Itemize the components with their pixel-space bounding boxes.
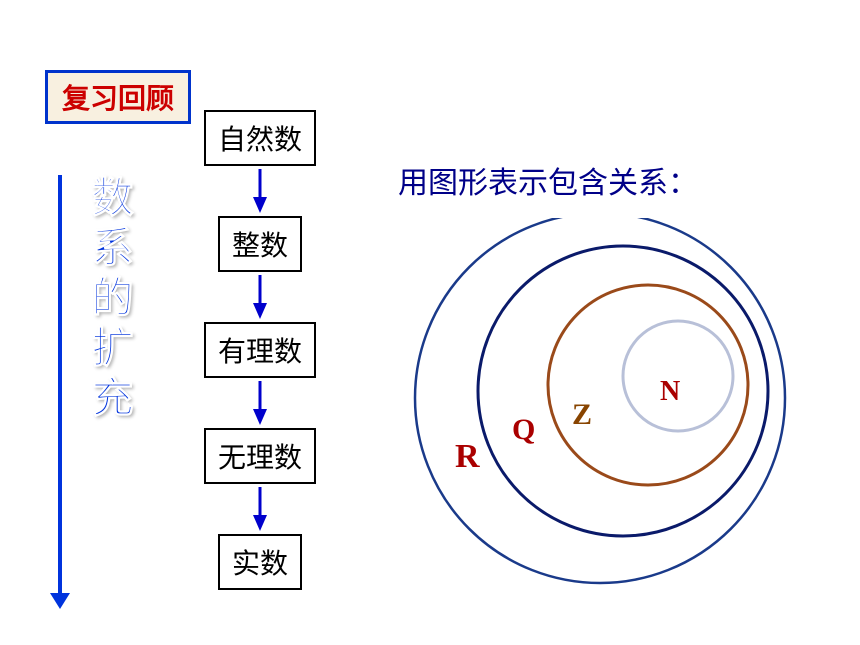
- vertical-arrow: [58, 175, 62, 595]
- venn-label-r: R: [455, 438, 480, 476]
- flow-box-irrational: 无理数: [204, 428, 316, 484]
- venn-label-n: N: [660, 376, 680, 408]
- venn-svg: [400, 218, 800, 618]
- venn-label-q: Q: [512, 413, 535, 447]
- flow-arrow: [195, 272, 325, 322]
- flow-box-integer: 整数: [218, 216, 302, 272]
- flowchart: 自然数 整数 有理数 无理数 实数: [195, 110, 325, 590]
- flow-box-rational: 有理数: [204, 322, 316, 378]
- flow-box-real: 实数: [218, 534, 302, 590]
- venn-title: 用图形表示包含关系：: [398, 158, 698, 202]
- venn-label-z: Z: [572, 398, 592, 432]
- flow-box-natural: 自然数: [204, 110, 316, 166]
- review-header: 复习回顾: [45, 70, 191, 124]
- flow-arrow: [195, 166, 325, 216]
- flow-arrow: [195, 484, 325, 534]
- review-header-label: 复习回顾: [62, 84, 174, 115]
- venn-diagram: RQ Z N: [400, 218, 800, 618]
- flow-arrow: [195, 378, 325, 428]
- vertical-title: 数系的扩充: [78, 175, 139, 425]
